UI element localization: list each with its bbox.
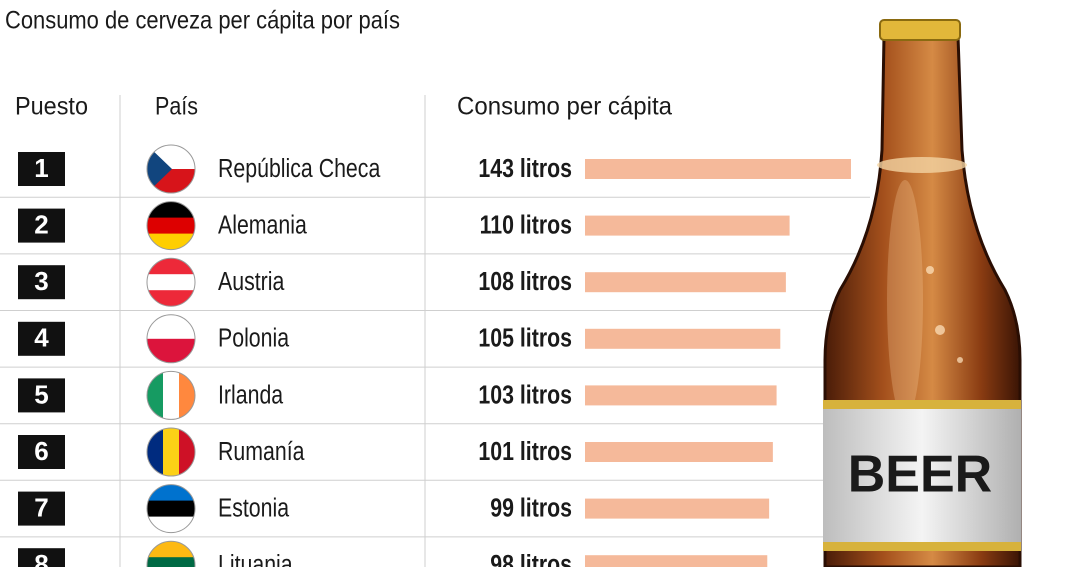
value-label: 99 litros [490,494,572,524]
flag-stripe [147,557,195,567]
flag-stripe [147,290,195,307]
rank-box [18,265,65,300]
value-label: 101 litros [478,437,572,467]
flag [147,258,195,307]
flag-stripe [147,314,195,340]
flag [147,484,195,533]
country: Polonia [218,324,290,354]
flag-stripe [147,233,195,250]
rank: 3 [34,266,48,296]
rank: 1 [34,153,48,183]
flag [147,371,195,420]
flag-stripe [147,201,195,219]
flag-border [146,540,196,567]
flag-border [146,314,196,364]
rank-box [18,491,65,526]
flag-border [146,427,196,477]
chart-title: Consumo de cerveza per cápita por país [5,7,400,35]
column-header: País [155,93,198,121]
country: Rumanía [218,437,305,467]
bar [585,328,781,349]
flag-stripe [147,428,164,476]
value-label: 143 litros [478,154,572,184]
rank: 6 [34,436,48,466]
country: Lituania [218,550,293,567]
flag-border [146,144,196,194]
country: República Checa [218,154,381,184]
value-label: 103 litros [478,380,572,410]
flag-triangle [147,145,172,193]
rank-box [18,208,65,243]
column-header: Consumo per cápita [457,93,672,121]
rank-box [18,321,65,356]
flag-stripe [179,428,195,476]
bottle-label: BEER [848,446,992,504]
flag-border [146,201,196,251]
flag-border [146,370,196,420]
flag [147,428,195,476]
rank: 7 [34,492,48,522]
country: Estonia [218,494,290,524]
rank-box [18,152,65,186]
rank-box [18,548,65,567]
column-header: Puesto [15,93,88,121]
bar [585,385,777,406]
bar [585,159,851,179]
flag-stripe [147,516,195,533]
bar [585,442,773,462]
bar [585,498,770,519]
country: Irlanda [218,380,284,410]
flag-stripe [147,274,195,291]
rank: 5 [34,379,48,409]
bar [585,272,786,293]
value-label: 108 litros [478,267,572,297]
flag-stripe [163,371,180,420]
flag-stripe [147,500,195,518]
flag-stripe [147,371,164,420]
country: Alemania [218,211,308,241]
rank-box [18,435,65,469]
flag-stripe [147,217,195,235]
bar [585,555,768,567]
rank: 2 [34,209,48,239]
flag-stripe [147,338,195,363]
rank: 8 [34,549,48,567]
flag-border [146,257,196,307]
bar [585,215,790,236]
country: Austria [218,267,285,297]
value-label: 98 litros [490,550,572,567]
beer-bottle: BEER [823,19,1022,567]
flag-stripe [163,428,180,476]
flag-stripe [147,484,195,502]
value-label: 110 litros [480,211,572,241]
flag-stripe [179,371,195,420]
rank: 4 [34,323,49,353]
value-label: 105 litros [478,324,572,354]
flag [147,201,195,250]
flag [147,541,195,567]
rows: 1 República Checa 143 litros 2 Alemania 110 l… [0,144,870,567]
flag-stripe [147,258,195,275]
rank-box [18,378,65,413]
flag-border [146,484,196,534]
flag-stripe [147,541,195,558]
